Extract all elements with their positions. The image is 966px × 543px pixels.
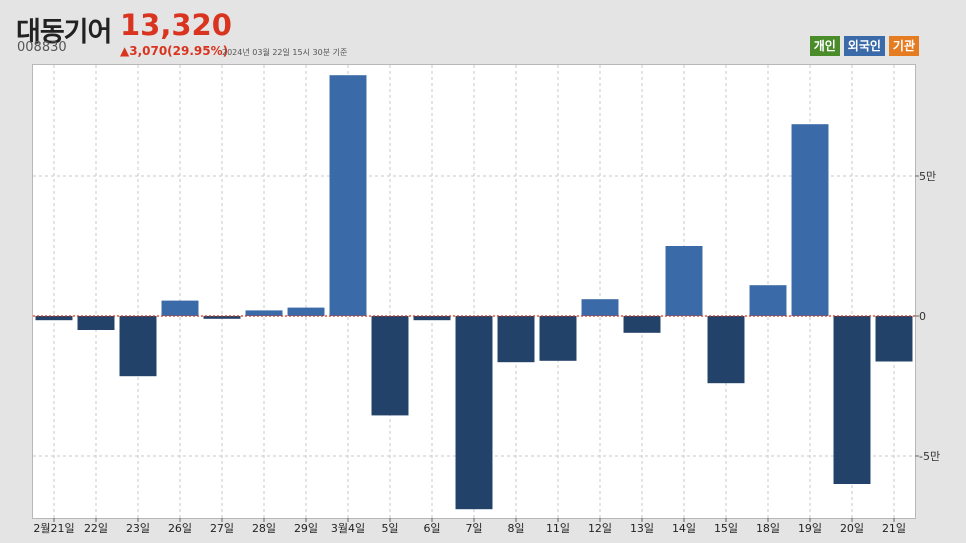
x-tick-label: 23일 — [126, 521, 150, 535]
bar-15일 — [707, 316, 745, 384]
x-tick-label: 26일 — [168, 521, 192, 535]
timestamp: 2024년 03월 22일 15시 30분 기준 — [222, 48, 348, 57]
bar-28일 — [245, 310, 283, 316]
x-tick-label: 12일 — [588, 521, 612, 535]
x-tick-label: 19일 — [798, 521, 822, 535]
bar-7일 — [455, 316, 493, 510]
bar-21일 — [875, 316, 913, 362]
x-tick-label: 6일 — [423, 521, 440, 535]
investor-legend: 개인 외국인 기관 — [809, 36, 919, 56]
price-change: ▲3,070(29.95%) — [120, 44, 229, 58]
x-tick-label: 20일 — [840, 521, 864, 535]
x-tick-label: 22일 — [84, 521, 108, 535]
x-tick-label: 28일 — [252, 521, 276, 535]
current-price: 13,320 — [120, 8, 232, 42]
legend-institution-button[interactable]: 기관 — [888, 36, 919, 56]
bar-6일 — [413, 316, 451, 321]
x-tick-label: 2월21일 — [33, 521, 74, 535]
bar-13일 — [623, 316, 661, 333]
bar-22일 — [77, 316, 115, 330]
bar-11일 — [539, 316, 577, 361]
bar-5일 — [371, 316, 409, 416]
bar-18일 — [749, 285, 787, 316]
bar-23일 — [119, 316, 157, 377]
bar-20일 — [833, 316, 871, 484]
bar-8일 — [497, 316, 535, 363]
legend-foreign-button[interactable]: 외국인 — [843, 36, 885, 56]
x-tick-label: 14일 — [672, 521, 696, 535]
y-tick-label: 5만 — [919, 170, 936, 183]
x-tick-label: 15일 — [714, 521, 738, 535]
bar-29일 — [287, 307, 325, 316]
bar-12일 — [581, 299, 619, 316]
x-tick-label: 18일 — [756, 521, 780, 535]
legend-individual-button[interactable]: 개인 — [809, 36, 840, 56]
bar-14일 — [665, 246, 703, 316]
x-tick-label: 3월4일 — [331, 521, 365, 535]
bar-19일 — [791, 124, 829, 316]
bar-3월4일 — [329, 75, 367, 316]
x-tick-label: 8일 — [507, 521, 524, 535]
stock-code: 008830 — [17, 40, 67, 55]
x-tick-label: 21일 — [882, 521, 906, 535]
bar-26일 — [161, 300, 199, 316]
x-tick-label: 13일 — [630, 521, 654, 535]
x-tick-label: 11일 — [546, 521, 570, 535]
x-tick-label: 5일 — [381, 521, 398, 535]
bar-27일 — [203, 316, 241, 319]
bar-2월21일 — [35, 316, 73, 321]
stock-name: 대동기어 — [16, 17, 112, 48]
y-tick-label: -5만 — [919, 450, 940, 463]
x-tick-label: 27일 — [210, 521, 234, 535]
x-tick-label: 7일 — [465, 521, 482, 535]
x-tick-label: 29일 — [294, 521, 318, 535]
y-tick-label: 0 — [919, 310, 926, 323]
